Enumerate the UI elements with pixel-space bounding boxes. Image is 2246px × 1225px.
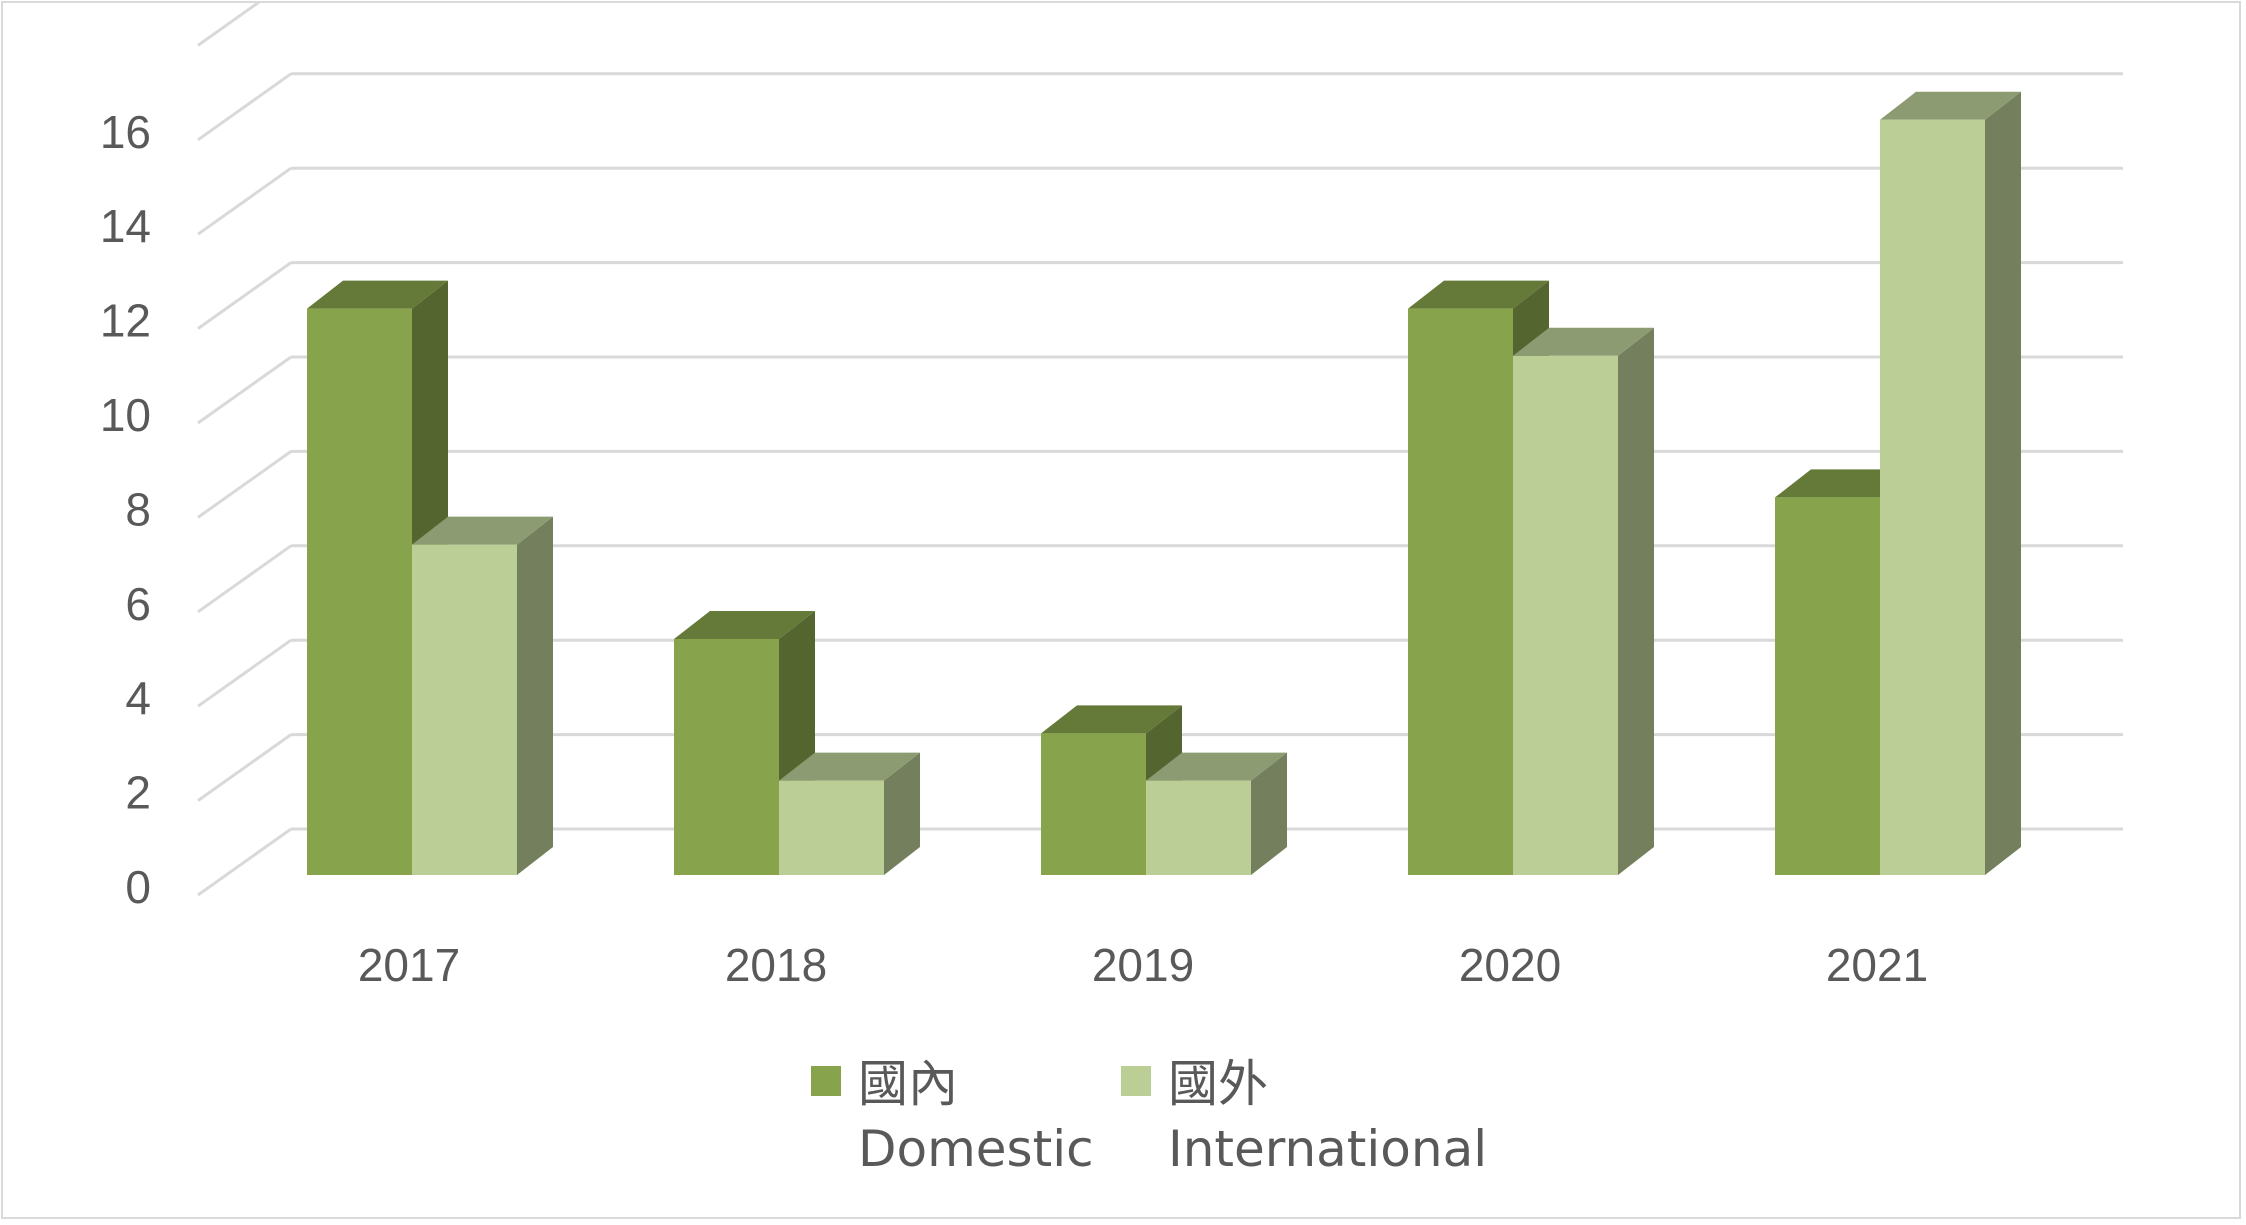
x-tick-label: 2021 <box>1826 939 1928 991</box>
bar-2019-series-1 <box>1146 752 1287 875</box>
gridline-depth <box>197 638 292 708</box>
bar-top <box>1041 705 1182 734</box>
bar-top <box>1408 280 1549 309</box>
gridlines <box>197 3 2123 897</box>
bar-front <box>1408 308 1513 876</box>
bar-top <box>307 280 448 309</box>
gridline-depth <box>197 261 292 330</box>
x-axis-ticks: 2017 2018 2019 2020 2021 <box>358 939 1928 991</box>
bar-side <box>1251 752 1287 875</box>
bar-chart-3d: 0 2 4 6 8 10 12 14 16 2017 2018 2019 2020 2021 國內 Dom… <box>100 3 2123 1178</box>
bar-top <box>779 752 920 781</box>
bar-front <box>1041 733 1146 875</box>
y-tick-label: 14 <box>100 200 151 252</box>
bar-front <box>1775 497 1880 875</box>
y-axis-ticks: 0 2 4 6 8 10 12 14 16 <box>100 106 151 913</box>
legend-item-0: 國內 Domestic <box>811 1055 1094 1178</box>
bar-top <box>674 611 815 639</box>
bar-top <box>1146 752 1287 781</box>
gridline-depth <box>197 166 292 236</box>
y-tick-label: 4 <box>125 672 151 724</box>
bar-front <box>779 780 884 875</box>
legend-label-zh: 國外 <box>1168 1055 1268 1113</box>
bar-front <box>674 639 779 875</box>
y-tick-label: 8 <box>125 483 151 535</box>
x-tick-label: 2017 <box>358 939 460 991</box>
bar-top <box>412 516 553 545</box>
bar-2018-series-1 <box>779 752 920 875</box>
legend-swatch <box>811 1066 841 1096</box>
legend-swatch <box>1121 1066 1151 1096</box>
legend-label-zh: 國內 <box>858 1055 958 1113</box>
bar-2018-series-0 <box>674 611 815 875</box>
gridline-depth <box>197 3 261 47</box>
gridline-depth <box>197 72 292 142</box>
bar-side <box>884 752 920 875</box>
bar-side <box>517 516 553 875</box>
bar-front <box>1146 780 1251 875</box>
bars <box>307 91 2021 876</box>
gridline-depth <box>197 355 292 425</box>
bar-2017-series-1 <box>412 516 553 875</box>
gridline-depth <box>197 733 292 802</box>
gridline-depth <box>197 827 292 897</box>
bar-top <box>1513 327 1654 356</box>
bar-side <box>1985 91 2021 876</box>
bar-side <box>1618 327 1654 875</box>
legend-label-en: Domestic <box>858 1120 1094 1178</box>
x-tick-label: 2019 <box>1092 939 1194 991</box>
y-tick-label: 2 <box>125 767 151 819</box>
gridline-depth <box>197 544 292 614</box>
y-tick-label: 10 <box>100 389 151 441</box>
bar-2021-series-1 <box>1880 91 2021 876</box>
x-tick-label: 2018 <box>725 939 827 991</box>
bar-front <box>412 544 517 875</box>
legend: 國內 Domestic 國外 International <box>811 1055 1487 1178</box>
legend-label-en: International <box>1168 1120 1487 1178</box>
bar-front <box>307 308 412 876</box>
y-tick-label: 0 <box>125 861 151 913</box>
y-tick-label: 6 <box>125 578 151 630</box>
gridline-depth <box>197 450 292 519</box>
y-tick-label: 12 <box>100 295 151 347</box>
bar-front <box>1513 355 1618 875</box>
legend-item-1: 國外 International <box>1121 1055 1487 1178</box>
bar-top <box>1880 91 2021 120</box>
bar-2020-series-1 <box>1513 327 1654 875</box>
y-tick-label: 16 <box>100 106 151 158</box>
x-tick-label: 2020 <box>1459 939 1561 991</box>
bar-front <box>1880 119 1985 876</box>
